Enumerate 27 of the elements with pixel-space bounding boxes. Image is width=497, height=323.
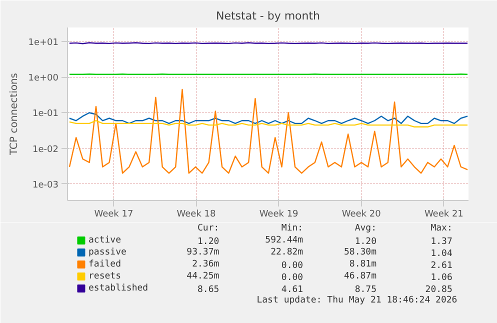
x-tick-label: Week 18 — [176, 210, 216, 220]
y-tick-label: 1e-01 — [32, 109, 59, 120]
legend-label: active — [88, 236, 121, 246]
text: 44.25m 0.00 46.87m 1.06 — [186, 272, 452, 283]
text: Cur: Min: Avg: Max: — [198, 224, 452, 234]
line-series — [68, 112, 468, 124]
text: Last update: Thu May 21 18:46:24 2026 — [256, 296, 458, 306]
x-tick-label: Week 21 — [424, 210, 464, 220]
text: 8.65 4.61 8.75 20.85 — [198, 285, 452, 295]
chart-title: Netstat - by month — [216, 10, 320, 22]
y-tick-label: 1e-03 — [32, 180, 59, 190]
y-axis-title: TCP connections — [9, 72, 20, 156]
legend-label: passive — [88, 248, 126, 258]
line-series — [68, 88, 468, 174]
legend-label: established — [88, 284, 148, 294]
x-tick-label: Week 20 — [342, 210, 382, 220]
line-series — [68, 120, 468, 128]
y-tick-label: 1e+01 — [28, 38, 59, 48]
x-tick-label: Week 17 — [94, 210, 134, 220]
y-tick-label: 1e-02 — [32, 144, 59, 155]
text: 1.20 592.44m 1.20 1.37 — [198, 236, 452, 247]
text: 93.37m 22.82m 58.30m 1.04 — [186, 248, 452, 259]
y-tick-label: 1e+00 — [28, 74, 59, 84]
legend-label: failed — [88, 260, 121, 270]
legend-label: resets — [88, 272, 121, 282]
x-tick-label: Week 19 — [259, 210, 299, 220]
text: 2.36m 0.00 8.81m 2.61 — [192, 260, 452, 271]
